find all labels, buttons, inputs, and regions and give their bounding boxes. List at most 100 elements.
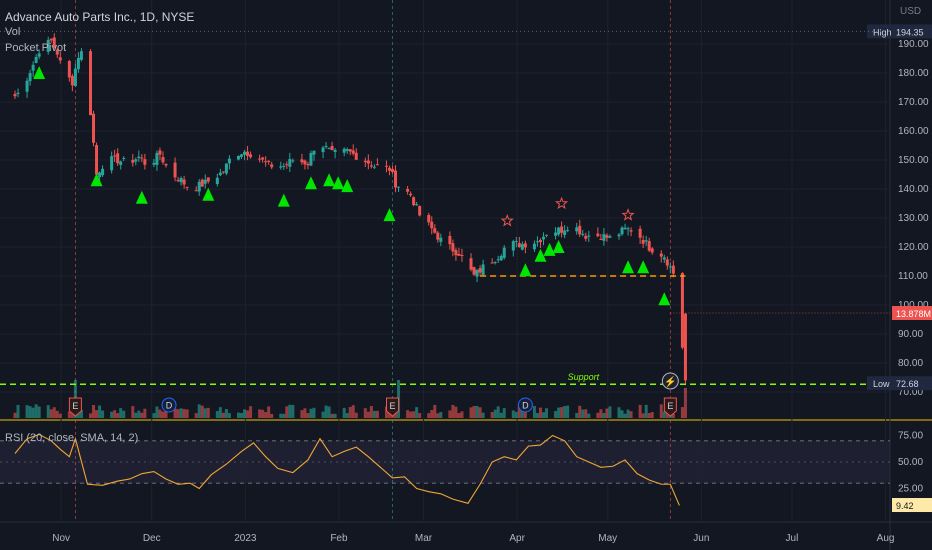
volume-bar [535,413,539,418]
pocket-pivot-marker [543,242,556,256]
earnings-marker-label: E [667,401,673,411]
volume-bar [517,405,521,418]
volume-bar [499,412,503,418]
candle-body [131,159,135,163]
volume-bar [626,409,630,418]
price-tick-label: 70.00 [898,387,923,398]
candle-body [412,197,416,206]
pocket-pivot-marker [323,173,336,187]
candle-body [16,92,20,94]
pocket-pivot-marker [637,260,650,274]
price-tick-label: 140.00 [898,184,929,195]
candle-body [602,234,606,241]
candle-body [460,255,464,257]
candle-body [490,262,494,264]
price-tick-label: 180.00 [898,68,929,79]
candle-body [472,267,476,275]
volume-bar [617,407,621,418]
earnings-marker [663,397,677,417]
volume-bar [490,411,494,418]
time-tick-label: May [598,533,617,544]
volume-bar [258,409,262,418]
candle-body [176,180,180,182]
volume-bar [179,408,183,418]
candle-body [324,146,328,148]
candle-body [511,241,515,251]
candle-body [665,259,669,266]
pocket-pivot-marker [658,292,671,306]
volume-bar [496,406,500,418]
volume-bar [345,413,349,418]
volume-bar [324,405,328,418]
candle-body [46,39,50,52]
candle-body [206,177,210,182]
volume-bar [110,411,114,418]
volume-bar [119,408,123,418]
candle-body [25,80,29,92]
candle-body [599,238,603,240]
pocket-pivot-marker [33,66,46,79]
candle-body [391,168,394,172]
candle-body [140,157,144,159]
candle-body [70,76,74,86]
high-badge-value-bg [892,24,932,39]
volume-bar [333,413,337,418]
candle-body [439,237,443,242]
vol-indicator-label[interactable]: Vol [5,26,21,38]
volume-bar [173,408,177,418]
candle-body [532,243,536,250]
volume-bar [475,405,479,418]
volume-bar [282,413,286,418]
volume-bar [246,410,250,418]
pocket-pivot-marker [534,248,547,262]
volume-bar [629,411,633,418]
candle-body [101,168,105,176]
candle-body [587,235,591,237]
volume-bar [608,406,612,418]
star-marker [621,208,635,221]
volume-bar [261,409,265,418]
pocket-pivot-marker [552,240,565,253]
price-tick-label: 160.00 [898,126,929,137]
candle-body [194,190,198,192]
volume-bar [224,409,228,418]
candle-body [493,262,497,264]
candle-body [542,236,545,240]
candle-body [261,157,265,160]
candle-body [475,269,479,277]
candle-body [538,239,542,243]
volume-bar [406,410,410,418]
candle-body [433,228,437,233]
volume-bar [511,410,515,418]
candle-body [55,49,59,55]
candle-body [620,227,624,235]
volume-bar [31,407,35,418]
pocket-pivot-indicator-label[interactable]: Pocket Pivot [5,42,67,54]
candle-body [76,57,80,70]
candle-body [227,158,231,164]
earnings-marker-label: E [389,401,395,411]
candle-body [89,51,92,116]
candle-body [545,234,549,236]
candle-body [605,235,609,238]
volume-bar [327,406,331,418]
volume-bar [288,404,292,418]
volume-bar [620,410,624,418]
volume-bar [79,409,83,418]
volume-bar [439,412,443,418]
candle-body [584,235,588,239]
volume-bar [300,410,304,418]
volume-bar [143,408,147,418]
volume-bar [563,406,567,418]
volume-bar [478,407,482,418]
candle-body [502,247,506,258]
volume-bar [52,407,56,418]
price-tick-label: 80.00 [898,358,923,369]
volume-bar [415,407,419,418]
volume-bar [641,413,645,418]
candle-body [683,313,687,381]
volume-bar [182,409,186,418]
pocket-pivot-marker [519,263,532,277]
time-tick-label: Feb [330,533,348,544]
